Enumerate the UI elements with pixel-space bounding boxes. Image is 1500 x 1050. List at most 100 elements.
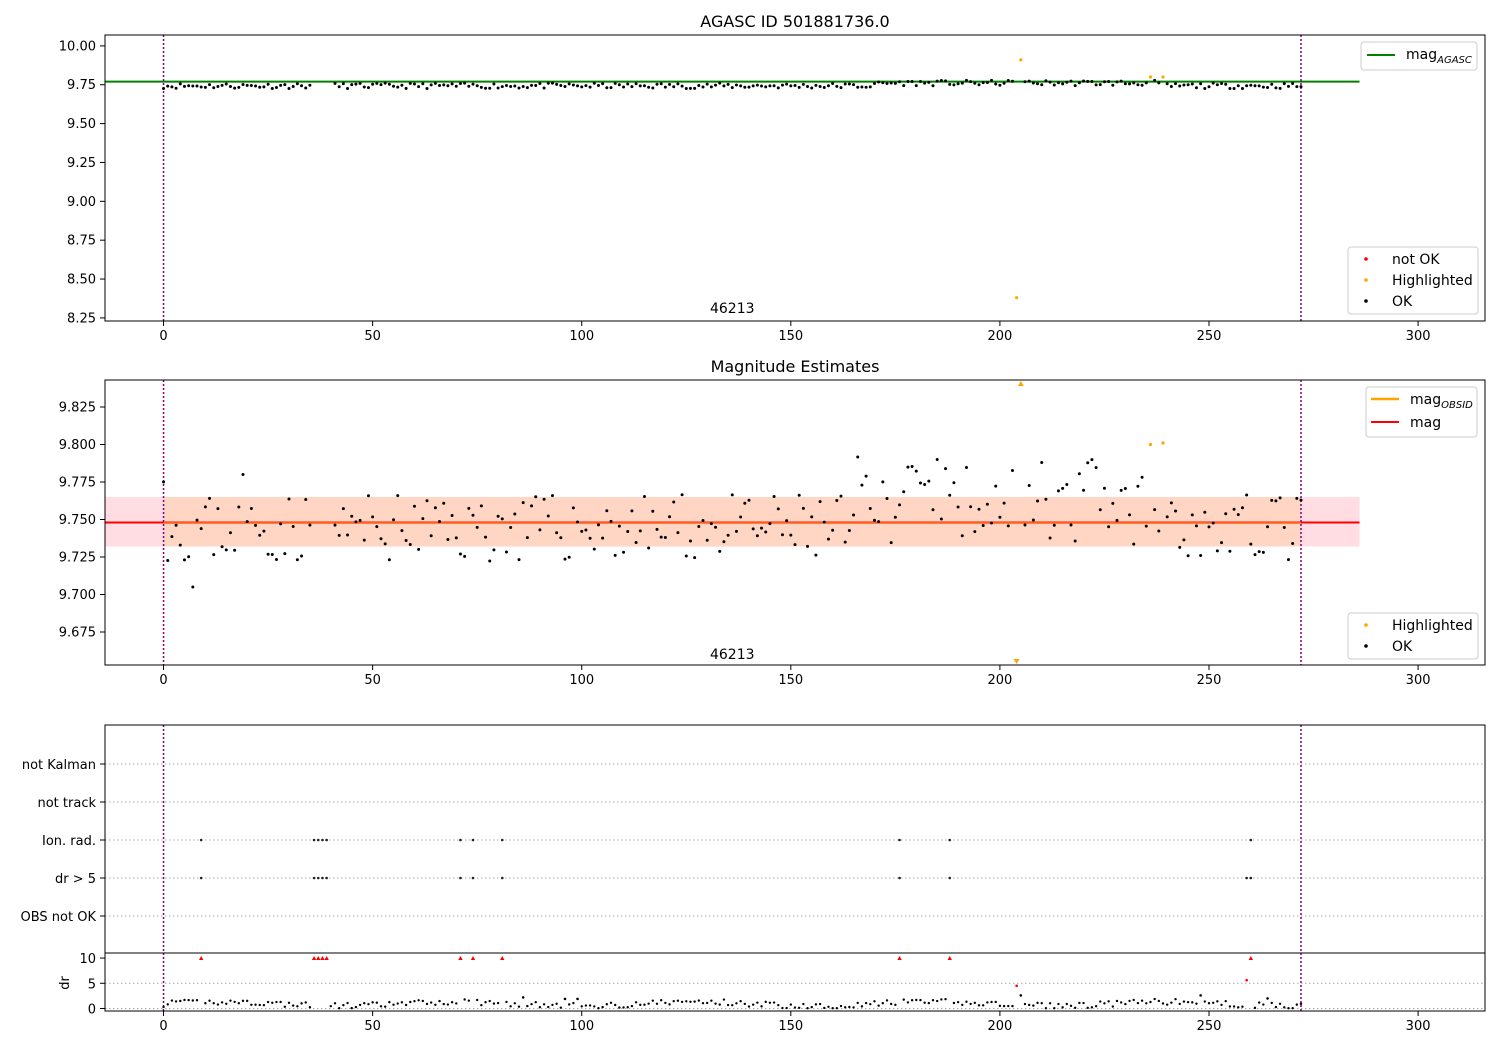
agasc-ok-point xyxy=(1232,86,1236,90)
magnitude-ok-point xyxy=(555,531,559,535)
magnitude-ok-point xyxy=(1278,496,1282,500)
agasc-ok-point xyxy=(1140,83,1144,87)
agasc-ok-point xyxy=(241,83,245,87)
agasc-ok-point xyxy=(1056,81,1060,85)
dr-point xyxy=(450,1001,454,1004)
dr-point xyxy=(689,1000,692,1003)
dr-point xyxy=(1115,999,1119,1003)
dr-point xyxy=(1036,1001,1039,1005)
agasc-ok-point xyxy=(1048,80,1052,84)
agasc-ok-point xyxy=(216,84,220,88)
agasc-ok-point xyxy=(1249,83,1253,87)
dr-ytick-label: 0 xyxy=(88,1002,96,1017)
agasc-ok-point xyxy=(584,84,588,88)
agasc-ok-point xyxy=(952,83,956,87)
magnitude-ok-point xyxy=(500,517,504,521)
dr-point xyxy=(639,1003,642,1007)
magnitude-ytick-label: 9.750 xyxy=(59,513,96,528)
agasc-ok-point xyxy=(1010,79,1014,83)
agasc-ok-point xyxy=(1282,82,1286,86)
magnitude-ok-point xyxy=(898,503,902,507)
agasc-ok-point xyxy=(1023,80,1027,84)
agasc-ok-point xyxy=(1115,80,1119,84)
agasc-ok-point xyxy=(362,85,366,89)
dr-point xyxy=(1161,1002,1165,1005)
magnitude-ok-point xyxy=(985,502,989,506)
agasc-ok-point xyxy=(601,82,605,86)
agasc-ok-point xyxy=(1102,80,1106,84)
magnitude-ok-point xyxy=(304,497,308,501)
agasc-ok-point xyxy=(379,83,383,87)
agasc-ok-point xyxy=(521,84,525,88)
dr-point xyxy=(559,1006,563,1009)
dr-point xyxy=(1211,1001,1215,1004)
agasc-ok-point xyxy=(1169,85,1173,89)
dr-point xyxy=(183,998,186,1002)
magnitude-ok-point xyxy=(772,494,776,498)
magnitude-ok-point xyxy=(1023,523,1027,527)
dr-point xyxy=(409,1000,412,1004)
dr-outlier-point xyxy=(563,997,567,1001)
dr-point xyxy=(300,1002,303,1005)
flag-point xyxy=(325,838,328,842)
agasc-ok-point xyxy=(228,84,232,88)
magnitude-ok-point xyxy=(609,519,613,523)
agasc-ok-point xyxy=(655,82,659,86)
magnitude-ok-point xyxy=(233,548,237,552)
dr-point xyxy=(885,999,889,1002)
flags-xtick-label: 50 xyxy=(364,1019,381,1034)
agasc-ok-point xyxy=(571,83,575,87)
agasc-ok-point xyxy=(1194,86,1198,90)
dr-point xyxy=(588,1004,592,1007)
agasc-ok-point xyxy=(1186,83,1190,87)
magnitude-ok-point xyxy=(404,538,408,542)
dr-capped-marker xyxy=(500,956,505,961)
agasc-ok-point xyxy=(931,84,935,88)
magnitude-highlighted-point xyxy=(1148,442,1153,447)
agasc-ok-point xyxy=(429,83,433,87)
dr-axis-label: dr xyxy=(58,976,73,990)
dr-point xyxy=(785,1006,788,1010)
magnitude-ok-point xyxy=(751,527,755,531)
dr-point xyxy=(1153,997,1156,1001)
magnitude-ok-point xyxy=(1052,523,1056,527)
agasc-highlighted-point xyxy=(1161,75,1165,79)
magnitude-ok-point xyxy=(789,533,793,537)
dr-point xyxy=(208,999,211,1002)
dr-point xyxy=(434,1003,437,1006)
magnitude-ok-point xyxy=(471,513,475,517)
magnitude-ok-point xyxy=(371,515,375,519)
magnitude-ok-point xyxy=(939,517,943,521)
magnitude-ok-point xyxy=(981,524,985,528)
agasc-ok-point xyxy=(291,84,295,88)
dr-point xyxy=(593,1005,596,1008)
dr-point xyxy=(492,1002,496,1005)
dr-capped-marker xyxy=(947,956,952,961)
dr-point xyxy=(1040,1001,1043,1005)
magnitude-ok-point xyxy=(601,536,605,540)
magnitude-ytick-label: 9.675 xyxy=(59,626,96,641)
flag-point xyxy=(948,838,952,842)
magnitude-ytick-label: 9.700 xyxy=(59,588,96,603)
magnitude-ok-point xyxy=(283,552,287,556)
agasc-ok-point xyxy=(1061,82,1065,86)
magnitude-ok-point xyxy=(806,544,810,548)
dr-point xyxy=(806,1007,809,1010)
dr-point xyxy=(618,1006,621,1009)
dr-point xyxy=(986,1001,989,1004)
magnitude-ok-point xyxy=(199,527,203,531)
dr-point xyxy=(526,1004,529,1008)
magnitude-ok-point xyxy=(333,523,337,527)
agasc-ok-point xyxy=(1203,86,1207,90)
legend-ok: OK xyxy=(1392,294,1413,310)
magnitude-ok-point xyxy=(994,484,998,488)
agasc-ok-point xyxy=(806,85,810,89)
magnitude-ok-point xyxy=(538,528,542,532)
magnitude-ok-point xyxy=(680,493,684,497)
dr-point xyxy=(990,1000,993,1004)
agasc-ok-point xyxy=(755,83,759,87)
magnitude-ok-point xyxy=(1144,524,1148,528)
agasc-ok-point xyxy=(785,82,789,86)
agasc-line-legend-label: mag xyxy=(1406,47,1437,63)
agasc-ok-point xyxy=(509,84,513,88)
